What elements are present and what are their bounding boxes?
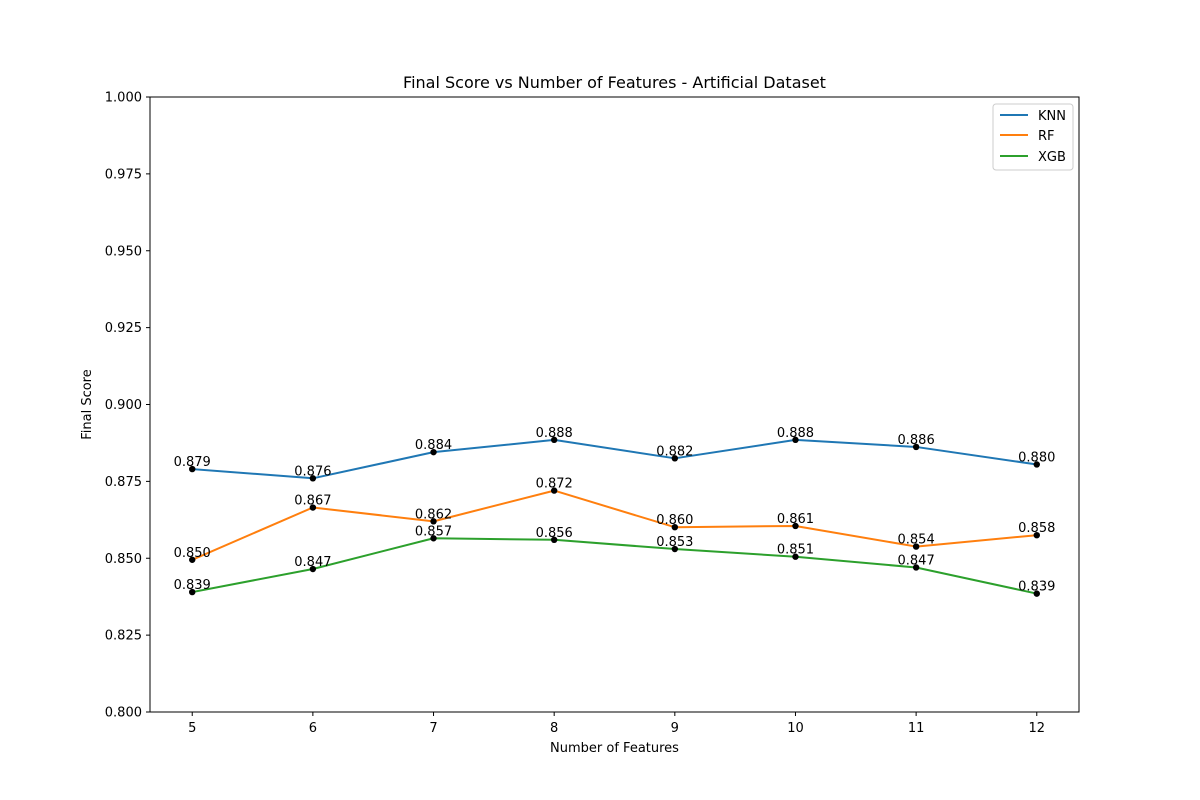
data-label-knn: 0.888 (536, 426, 573, 441)
x-axis-ticks: 5 6 7 8 9 10 11 12 (188, 712, 1045, 736)
data-point-xgb (430, 535, 437, 542)
data-label-rf: 0.858 (1018, 521, 1055, 536)
x-tick-label: 7 (429, 721, 437, 736)
data-point-knn (792, 436, 799, 444)
data-label-rf: 0.850 (174, 546, 211, 561)
data-label-rf: 0.854 (898, 533, 935, 548)
y-tick-label: 0.800 (105, 706, 142, 721)
data-label-rf: 0.862 (415, 507, 452, 522)
y-tick-label: 0.900 (105, 398, 142, 413)
data-point-rf (189, 556, 196, 563)
legend-label-rf: RF (1038, 129, 1055, 144)
plot-background (150, 97, 1079, 712)
plot-area (150, 97, 1079, 712)
data-point-rf (430, 518, 437, 525)
series-line-knn (191, 438, 1038, 480)
data-point-knn (1033, 461, 1040, 468)
legend-label-knn: KNN (1038, 109, 1066, 124)
data-point-knn (912, 443, 920, 451)
data-point-xgb (189, 588, 196, 596)
y-tick-label: 0.875 (105, 475, 142, 490)
data-point-knn (671, 455, 679, 462)
legend: KNN RF XGB (992, 103, 1074, 171)
data-label-knn: 0.886 (898, 433, 935, 448)
data-label-xgb: 0.847 (294, 555, 331, 570)
x-tick-label: 11 (908, 721, 925, 736)
data-point-rf (309, 504, 317, 511)
data-label-xgb: 0.857 (415, 524, 452, 539)
series-line-xgb (191, 537, 1038, 595)
y-tick-label: 1.000 (105, 91, 142, 106)
chart-title: Final Score vs Number of Features - Arti… (403, 73, 826, 92)
x-tick-label: 12 (1028, 721, 1045, 736)
data-point-xgb (792, 553, 799, 560)
data-point-xgb (912, 564, 920, 571)
x-tick-label: 8 (550, 721, 558, 736)
data-point-rf (792, 522, 799, 530)
legend-label-xgb: XGB (1038, 150, 1066, 165)
data-label-rf: 0.861 (777, 512, 814, 527)
y-tick-label: 0.850 (105, 552, 142, 567)
data-label-xgb: 0.839 (1018, 580, 1055, 595)
data-point-knn (189, 465, 196, 473)
data-point-xgb (671, 545, 679, 553)
data-point-xgb (309, 565, 317, 573)
data-point-xgb (550, 536, 558, 543)
data-label-xgb: 0.856 (536, 526, 573, 541)
x-tick-label: 10 (787, 721, 804, 736)
data-label-knn: 0.880 (1018, 450, 1055, 465)
series-line-rf (190, 489, 1038, 562)
series-lines (190, 438, 1038, 595)
y-tick-label: 0.925 (105, 321, 142, 336)
data-label-knn: 0.884 (415, 438, 452, 453)
data-point-knn (550, 436, 558, 444)
data-label-xgb: 0.847 (898, 553, 935, 568)
data-label-xgb: 0.853 (656, 535, 693, 550)
data-point-xgb (1033, 590, 1040, 597)
y-axis-ticks: 0.800 0.825 0.850 0.875 0.900 0.925 0.950 0.975… (105, 91, 150, 721)
data-label-rf: 0.872 (536, 477, 573, 492)
data-label-xgb: 0.839 (174, 578, 211, 593)
data-labels: 0.879 0.876 0.884 0.888 0.882 0.888 0.886 0.880… (174, 426, 1056, 595)
data-point-rf (1033, 531, 1040, 539)
y-axis-label: Final Score (80, 369, 95, 440)
data-label-rf: 0.860 (656, 513, 693, 528)
axes-frame (149, 96, 1080, 713)
data-point-rf (550, 487, 558, 494)
x-tick-label: 9 (671, 721, 679, 736)
y-tick-label: 0.950 (105, 244, 142, 259)
data-label-xgb: 0.851 (777, 543, 814, 558)
y-tick-label: 0.975 (105, 167, 142, 182)
data-label-knn: 0.888 (777, 426, 814, 441)
x-axis-label: Number of Features (550, 741, 679, 756)
x-tick-label: 5 (188, 721, 196, 736)
data-label-rf: 0.867 (294, 494, 331, 509)
data-label-knn: 0.882 (656, 444, 693, 459)
x-tick-label: 6 (309, 721, 317, 736)
data-label-knn: 0.879 (174, 455, 211, 470)
y-tick-label: 0.825 (105, 629, 142, 644)
data-point-knn (430, 448, 437, 456)
legend-box (992, 103, 1074, 171)
data-point-knn (309, 475, 317, 482)
data-point-rf (912, 543, 920, 550)
series-markers (189, 436, 1040, 597)
data-point-rf (671, 523, 679, 531)
data-label-knn: 0.876 (294, 464, 331, 479)
